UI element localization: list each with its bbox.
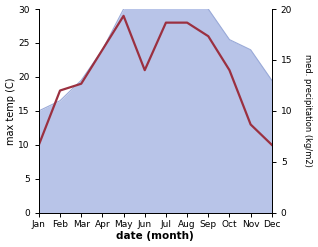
- Y-axis label: med. precipitation (kg/m2): med. precipitation (kg/m2): [303, 54, 313, 167]
- X-axis label: date (month): date (month): [116, 231, 194, 242]
- Y-axis label: max temp (C): max temp (C): [5, 77, 16, 145]
